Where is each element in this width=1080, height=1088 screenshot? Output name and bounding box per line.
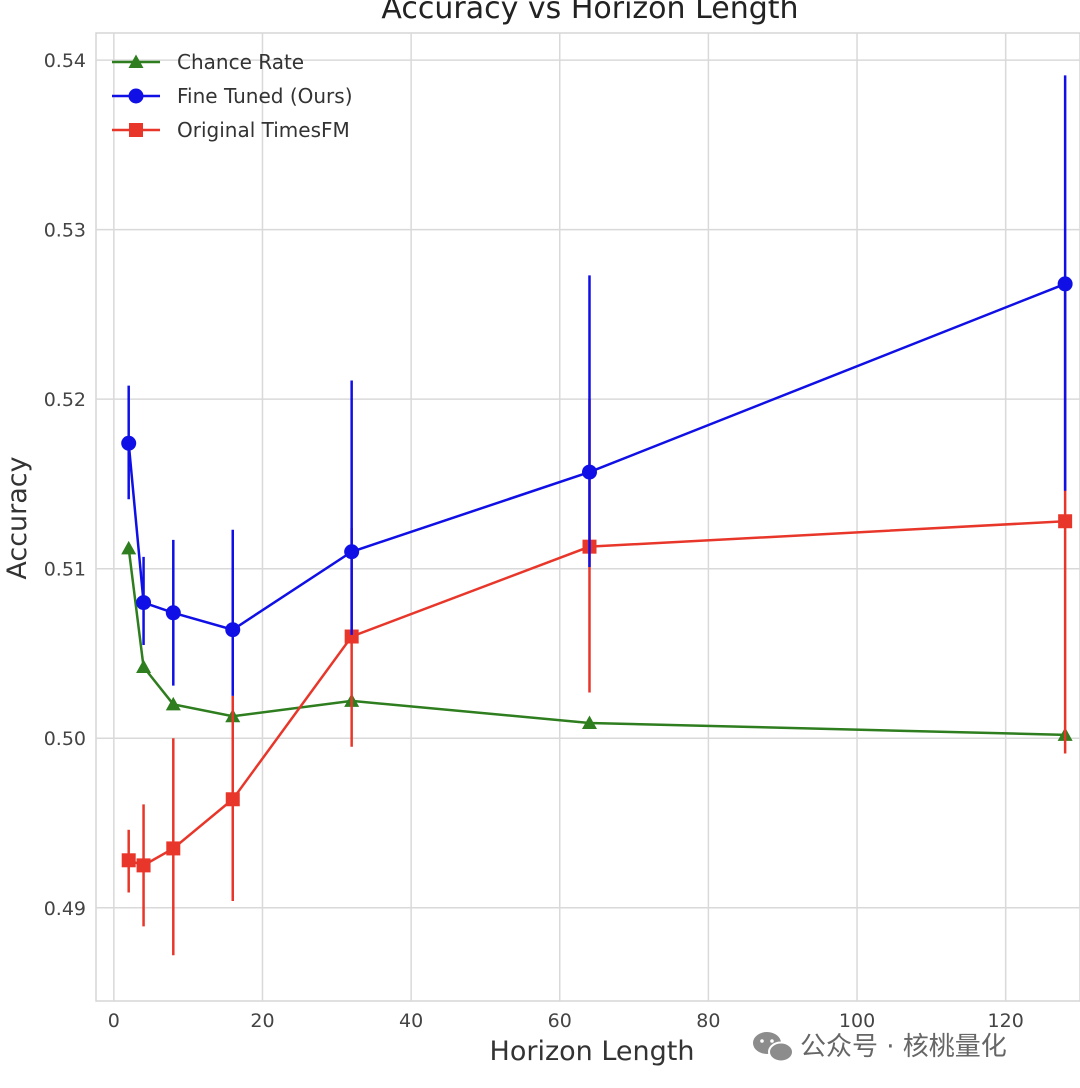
x-tick-label: 120: [988, 1010, 1024, 1032]
y-tick-label: 0.50: [44, 728, 86, 750]
grid: [96, 33, 1080, 1001]
x-tick-label: 80: [696, 1010, 720, 1032]
data-point: [121, 540, 137, 555]
y-tick-label: 0.51: [44, 559, 86, 581]
x-tick-label: 60: [548, 1010, 572, 1032]
data-point: [121, 853, 136, 868]
legend-item: Chance Rate: [112, 50, 304, 74]
data-point: [136, 858, 151, 873]
legend-label: Fine Tuned (Ours): [177, 84, 353, 108]
legend-label: Original TimesFM: [177, 118, 350, 142]
legend-item: Original TimesFM: [112, 118, 350, 142]
series-fine-tuned-ours: [121, 75, 1073, 696]
data-point: [165, 605, 181, 621]
y-tick-label: 0.49: [44, 898, 86, 920]
data-point: [581, 464, 597, 480]
y-tick-label: 0.53: [44, 220, 86, 242]
data-point: [225, 622, 241, 638]
plot-area: [95, 32, 1080, 1002]
wechat-icon: [753, 1032, 794, 1063]
axes-layer: 0 20 40 60 80 100 120 0.49 0.50 0.51 0.52 0.53 0.54: [44, 50, 1024, 1032]
data-point: [344, 544, 360, 560]
watermark-text: 公众号 · 核桃量化: [800, 1032, 1007, 1062]
data-point: [1058, 514, 1073, 529]
data-point: [136, 595, 152, 611]
x-tick-label: 20: [250, 1010, 274, 1032]
watermark: 公众号 · 核桃量化: [753, 1032, 1007, 1063]
series-layer: [121, 75, 1073, 956]
y-tick-label: 0.52: [44, 389, 86, 411]
legend-label: Chance Rate: [177, 50, 304, 74]
data-point: [225, 792, 240, 807]
data-point: [166, 841, 181, 856]
data-point: [1057, 276, 1073, 292]
y-axis-title: Accuracy: [2, 456, 33, 579]
x-tick-label: 100: [839, 1010, 875, 1032]
x-tick-label: 40: [399, 1010, 423, 1032]
y-tick-label: 0.54: [44, 50, 86, 72]
legend: Chance Rate Fine Tuned (Ours) Original Tim…: [112, 50, 353, 142]
data-point: [344, 629, 359, 644]
x-axis-title: Horizon Length: [490, 1036, 695, 1067]
legend-item: Fine Tuned (Ours): [112, 84, 353, 108]
legend-marker: [129, 123, 143, 137]
data-point: [165, 696, 181, 711]
x-tick-label: 0: [108, 1010, 120, 1032]
legend-marker: [128, 54, 144, 68]
data-point: [121, 435, 137, 451]
legend-marker: [128, 88, 144, 104]
data-point: [581, 715, 597, 729]
chart-title: Accuracy vs Horizon Length: [381, 0, 798, 26]
data-point: [136, 659, 152, 674]
